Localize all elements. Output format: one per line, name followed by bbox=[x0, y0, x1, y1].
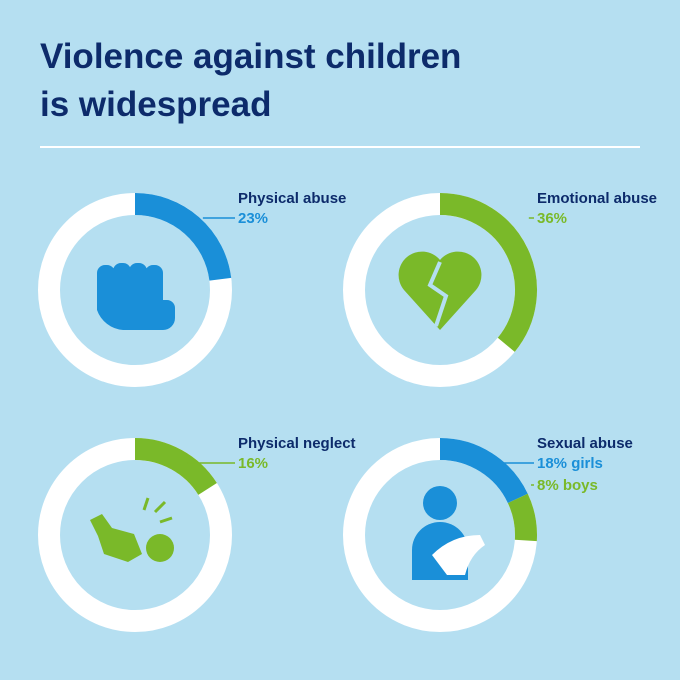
chart-label: Emotional abuse bbox=[537, 190, 657, 207]
donut-segment bbox=[134, 438, 217, 496]
donut-segment bbox=[134, 193, 232, 281]
chart-label: Sexual abuse bbox=[537, 435, 633, 452]
heart-crack bbox=[427, 261, 449, 327]
value-label: 8% boys bbox=[537, 477, 598, 494]
value-label: 36% bbox=[537, 210, 567, 227]
donut-segment bbox=[507, 493, 537, 542]
title-line: is widespread bbox=[40, 85, 271, 124]
title-line: Violence against children bbox=[40, 37, 461, 76]
chart-label: Physical neglect bbox=[238, 435, 356, 452]
value-label: 18% girls bbox=[537, 455, 603, 472]
fist-icon bbox=[97, 263, 175, 330]
donut-segment bbox=[439, 438, 528, 504]
person-icon bbox=[412, 486, 485, 580]
baby-icon bbox=[90, 497, 174, 562]
value-label: 16% bbox=[238, 455, 268, 472]
donut-segment bbox=[439, 193, 537, 352]
value-label: 23% bbox=[238, 210, 268, 227]
chart-label: Physical abuse bbox=[238, 190, 346, 207]
